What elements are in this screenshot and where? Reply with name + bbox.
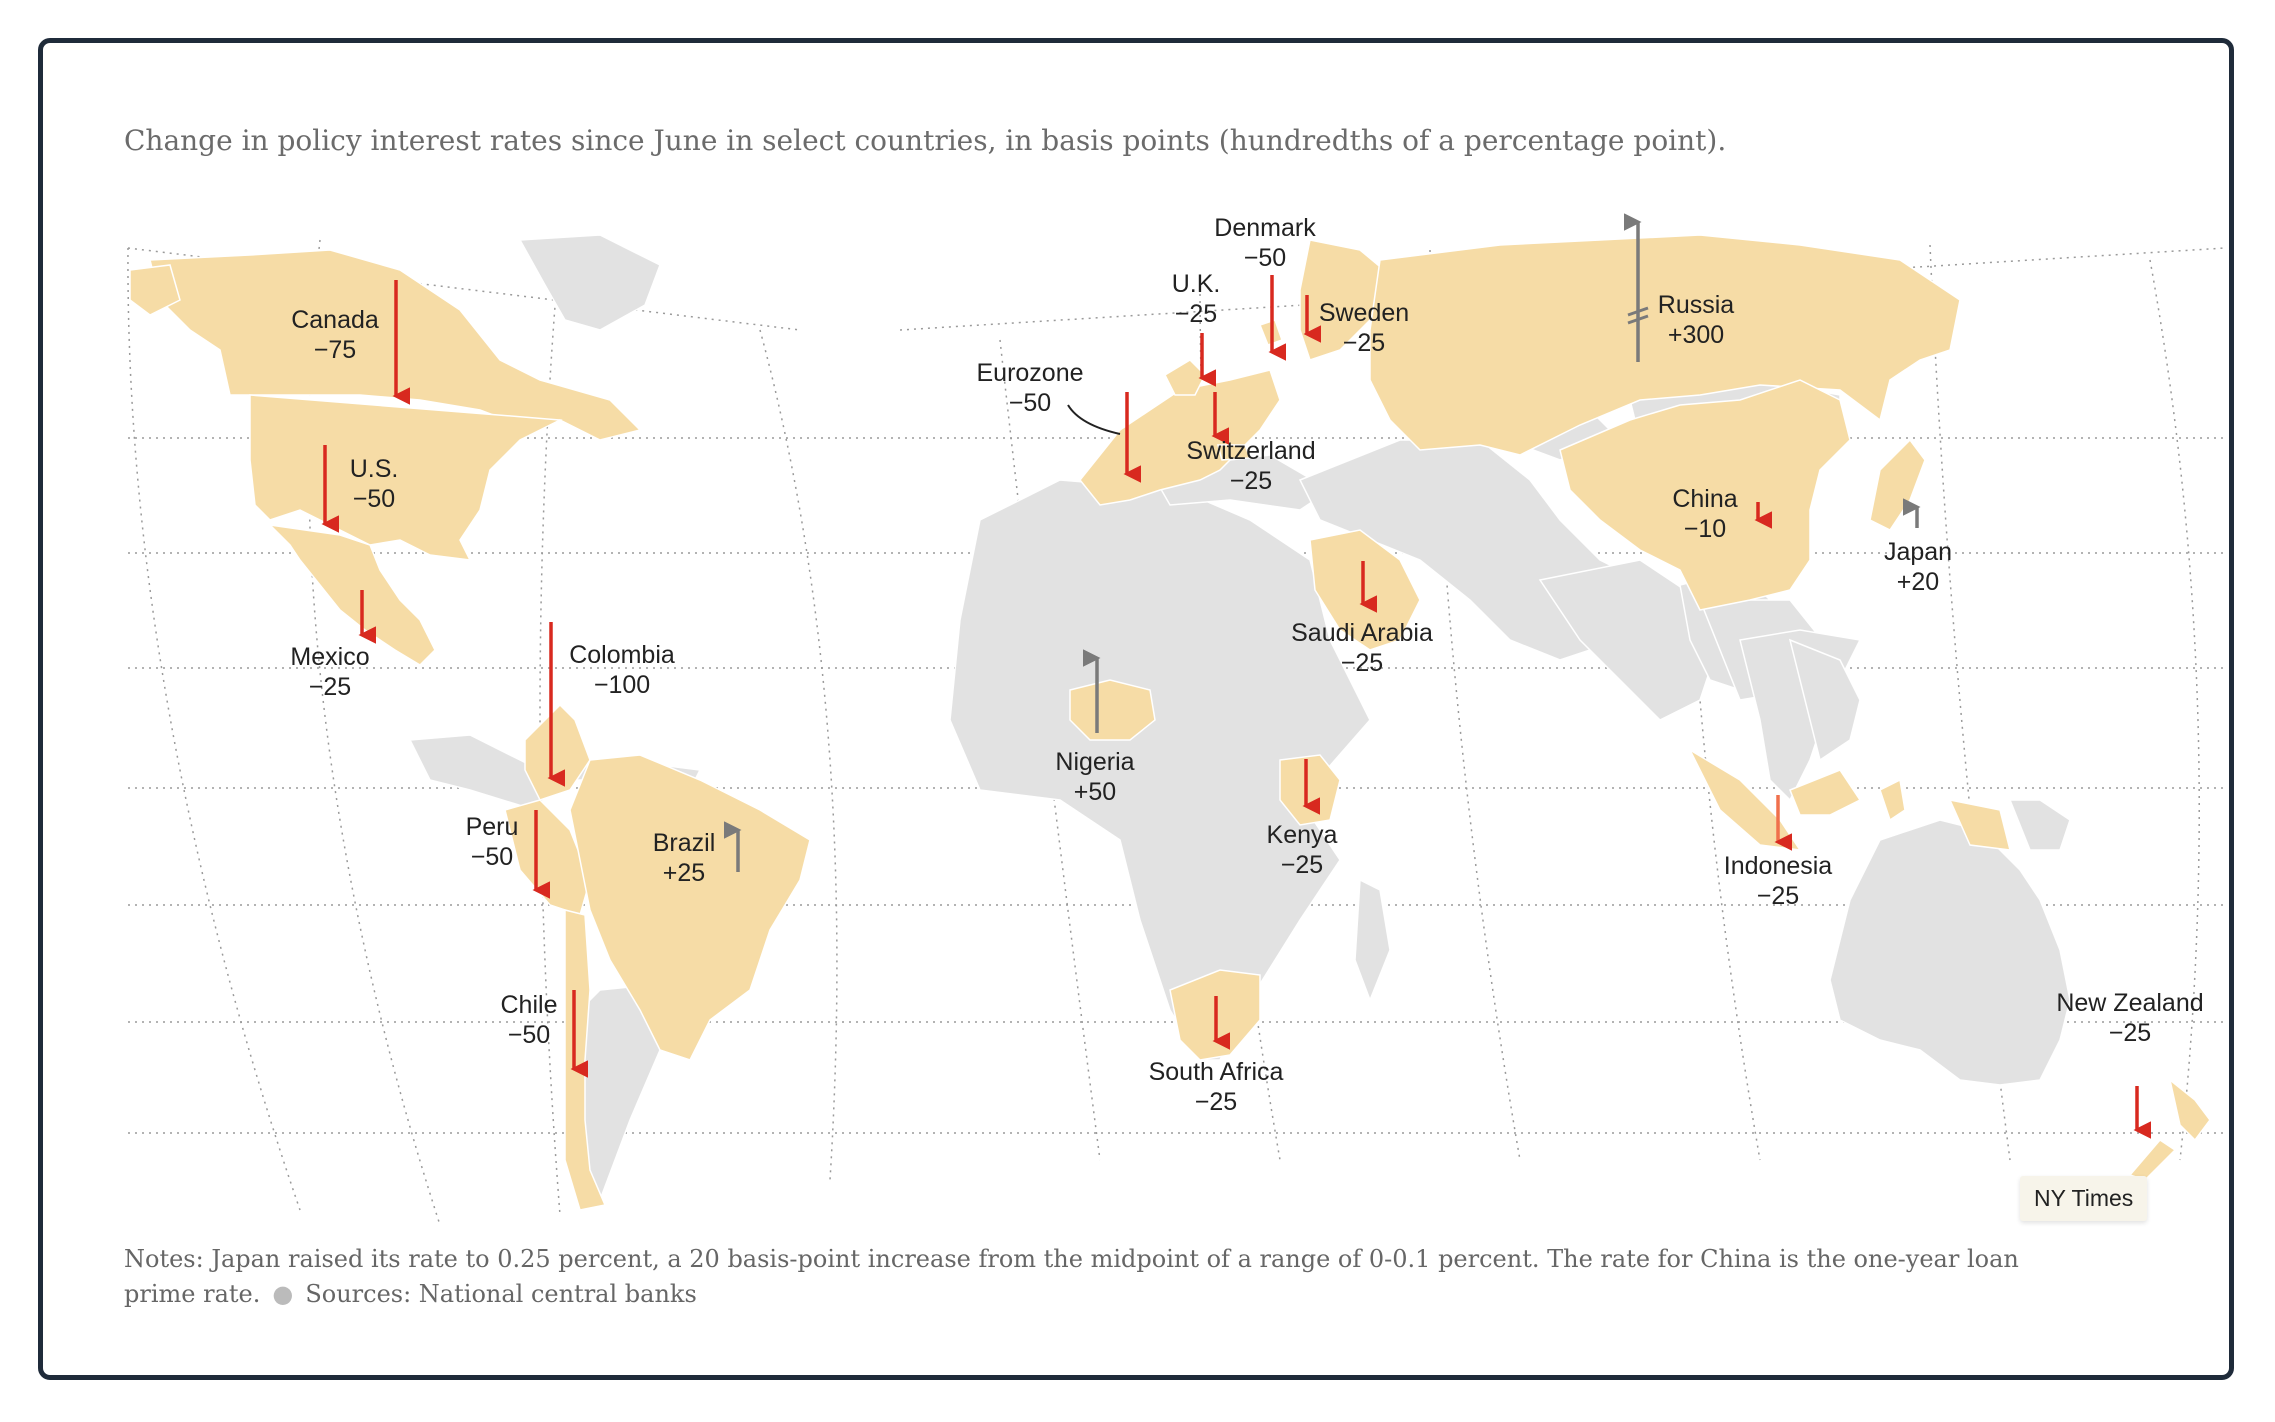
label-denmark: Denmark −50 bbox=[1214, 214, 1316, 272]
label-brazil: Brazil +25 bbox=[653, 829, 716, 887]
label-china: China −10 bbox=[1672, 485, 1737, 543]
label-eurozone: Eurozone −50 bbox=[976, 359, 1083, 417]
label-colombia: Colombia −100 bbox=[569, 641, 675, 699]
highlighted-countries bbox=[129, 234, 2211, 1211]
map-subtitle: Change in policy interest rates since Ju… bbox=[124, 124, 1727, 157]
colombia-shape bbox=[524, 703, 591, 801]
sweden-shape bbox=[1299, 239, 1391, 361]
label-uk: U.K. −25 bbox=[1172, 270, 1221, 328]
indonesia-shape bbox=[1688, 748, 2011, 851]
label-sweden: Sweden −25 bbox=[1319, 299, 1409, 357]
label-switzerland: Switzerland −25 bbox=[1186, 437, 1315, 495]
rate-arrows bbox=[321, 213, 2151, 1139]
notes: Notes: Japan raised its rate to 0.25 per… bbox=[124, 1242, 2074, 1312]
label-japan: Japan +20 bbox=[1884, 538, 1952, 596]
sources-text: Sources: National central banks bbox=[305, 1280, 697, 1308]
separator-dot: ● bbox=[272, 1280, 294, 1308]
label-russia: Russia +300 bbox=[1658, 291, 1735, 349]
label-kenya: Kenya −25 bbox=[1267, 821, 1338, 879]
nigeria-shape bbox=[1069, 679, 1156, 741]
label-peru: Peru −50 bbox=[466, 813, 519, 871]
source-badge: NY Times bbox=[2020, 1176, 2148, 1221]
label-canada: Canada −75 bbox=[291, 306, 379, 364]
label-saudi-arabia: Saudi Arabia −25 bbox=[1291, 619, 1433, 677]
notes-text: Notes: Japan raised its rate to 0.25 per… bbox=[124, 1245, 2019, 1308]
saudi-arabia-shape bbox=[1309, 529, 1421, 651]
alaska-shape bbox=[129, 264, 181, 316]
label-nigeria: Nigeria +50 bbox=[1055, 748, 1134, 806]
new-zealand-shape bbox=[2128, 1078, 2211, 1181]
russia-break-mark bbox=[1627, 306, 1649, 325]
label-chile: Chile −50 bbox=[501, 991, 558, 1049]
eurozone-leader bbox=[1067, 404, 1121, 435]
switzerland-shape bbox=[1217, 444, 1252, 461]
mexico-shape bbox=[267, 523, 436, 666]
chile-shape bbox=[564, 909, 607, 1211]
peru-shape bbox=[504, 799, 591, 916]
label-south-africa: South Africa −25 bbox=[1149, 1058, 1284, 1116]
country-labels: Canada −75 U.S. −50 Mexico −25 Colombia −100… bbox=[290, 214, 2203, 1116]
label-new-zealand: New Zealand −25 bbox=[2056, 989, 2203, 1047]
brazil-shape bbox=[569, 754, 811, 1061]
kenya-shape bbox=[1279, 754, 1341, 826]
russia-shape bbox=[1369, 234, 1961, 456]
label-indonesia: Indonesia −25 bbox=[1724, 852, 1833, 910]
label-mexico: Mexico −25 bbox=[290, 643, 369, 701]
label-us: U.S. −50 bbox=[350, 455, 399, 513]
china-shape bbox=[1559, 379, 1851, 611]
